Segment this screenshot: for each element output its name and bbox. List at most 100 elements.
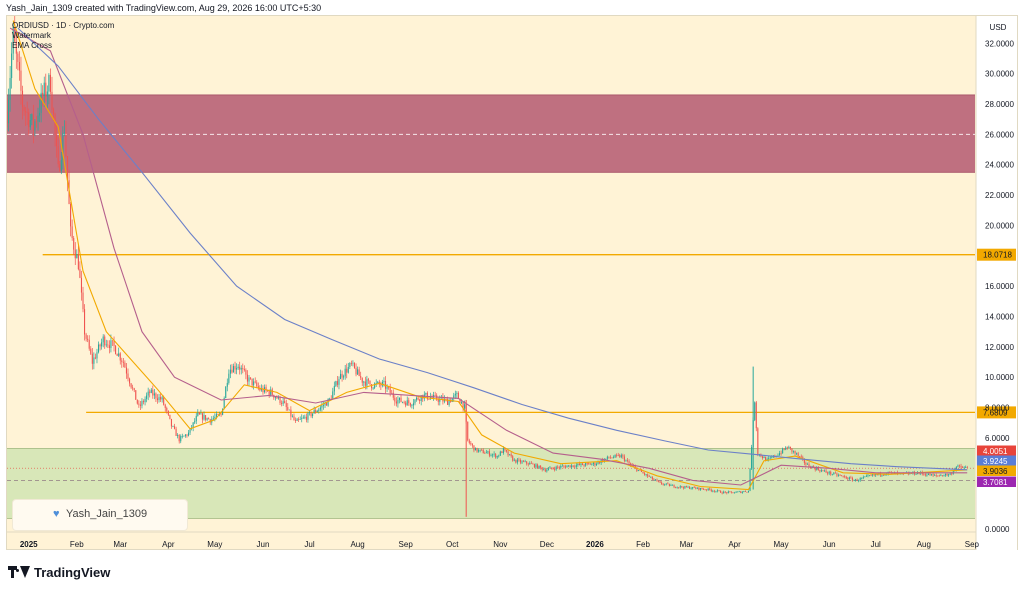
candle-body <box>223 398 225 409</box>
candle-body <box>138 403 140 405</box>
candle-body <box>197 412 199 416</box>
candle-body <box>549 467 551 469</box>
candle-body <box>889 471 891 473</box>
candle-body <box>571 465 573 468</box>
candle-body <box>374 383 376 388</box>
candle-body <box>129 378 131 384</box>
candle-body <box>215 414 217 418</box>
candle-body <box>595 463 598 466</box>
x-tick-label: Sep <box>965 540 980 549</box>
candle-body <box>135 390 137 400</box>
candle-body <box>723 491 725 494</box>
candle-body <box>765 456 767 461</box>
candle-body <box>741 491 743 493</box>
candle-body <box>319 407 321 410</box>
candle-body <box>613 457 615 459</box>
candle-body <box>620 455 622 458</box>
candle-body <box>212 418 214 420</box>
candle-body <box>657 480 660 482</box>
candle-body <box>827 472 829 474</box>
candle-body <box>861 478 863 479</box>
candle-body <box>777 455 779 457</box>
candle-body <box>713 490 715 492</box>
candle-body <box>321 405 323 408</box>
candle-body <box>450 400 452 402</box>
candle-body <box>496 455 498 458</box>
candle-body <box>164 404 166 408</box>
candle-body <box>709 488 711 490</box>
candle-body <box>367 379 369 381</box>
candle-body <box>113 341 115 346</box>
candle-body <box>96 352 98 359</box>
candle-body <box>523 461 525 463</box>
candle-body <box>146 395 148 399</box>
candle-body <box>830 471 832 475</box>
x-tick-label: May <box>774 540 789 549</box>
candle-body <box>533 464 535 468</box>
candle-body <box>366 379 368 386</box>
candle-body <box>769 457 771 459</box>
candle-body <box>865 475 867 477</box>
candle-body <box>184 434 186 436</box>
x-tick-label: Apr <box>728 540 741 549</box>
candle-body <box>757 428 759 455</box>
candle-body <box>250 377 252 379</box>
candle-body <box>108 345 110 349</box>
candle-body <box>417 397 419 400</box>
candle-body <box>231 369 233 373</box>
candle-body <box>609 457 611 459</box>
candle-body <box>49 74 51 92</box>
candle-body <box>941 475 943 477</box>
candle-body <box>833 472 835 475</box>
candle-body <box>493 453 495 455</box>
price-label-bg <box>977 476 1016 487</box>
candle-body <box>820 470 822 472</box>
candle-body <box>622 455 624 457</box>
candle-body <box>285 402 287 408</box>
candle-body <box>304 416 306 418</box>
symbol-legend[interactable]: ORDIUSD · 1D · Crypto.com <box>12 21 115 30</box>
ema-slow-line <box>9 27 968 486</box>
candle-body <box>599 461 601 464</box>
candle-body <box>195 415 197 422</box>
candle-body <box>574 466 576 468</box>
candle-body <box>200 413 202 415</box>
candle-body <box>481 449 483 451</box>
candle-body <box>554 468 556 470</box>
candle-body <box>115 345 117 355</box>
candle-body <box>149 391 151 393</box>
candle-body <box>90 348 92 354</box>
candle-body <box>710 489 712 492</box>
candle-body <box>453 395 455 399</box>
candle-body <box>236 368 238 370</box>
candle-body <box>43 82 45 97</box>
candle-body <box>222 408 224 415</box>
candle-body <box>796 453 798 454</box>
candle-body <box>948 474 950 476</box>
candle-body <box>564 466 567 468</box>
candle-body <box>580 463 582 465</box>
candle-body <box>603 459 605 462</box>
candle-body <box>408 400 410 404</box>
candle-body <box>7 111 8 124</box>
price-axis <box>975 16 1017 550</box>
x-tick-label: Mar <box>113 540 127 549</box>
candle-body <box>175 428 177 436</box>
candle-body <box>929 473 931 476</box>
candle-body <box>102 336 104 343</box>
candle-body <box>926 474 928 476</box>
watermark-indicator-label[interactable]: Watermark <box>12 31 51 40</box>
ema-cross-indicator-label[interactable]: EMA Cross <box>12 41 53 50</box>
candle-body <box>785 447 787 450</box>
x-tick-label: Apr <box>162 540 175 549</box>
candle-body <box>91 353 93 364</box>
candle-body <box>755 402 757 429</box>
candle-body <box>578 463 580 465</box>
candle-body <box>119 353 121 361</box>
candle-body <box>747 490 750 493</box>
ema-fast-line <box>12 20 968 491</box>
x-tick-label: Aug <box>350 540 364 549</box>
candle-body <box>28 112 30 128</box>
candle-body <box>251 378 253 386</box>
